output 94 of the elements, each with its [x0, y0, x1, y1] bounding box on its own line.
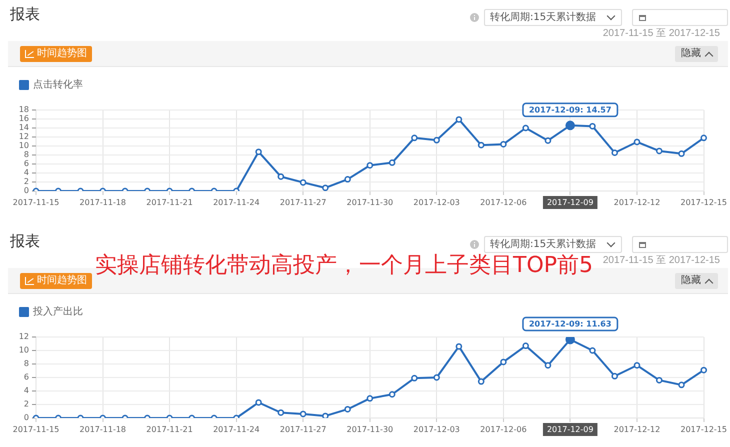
point	[322, 412, 329, 418]
x-tick-label: 2017-12-03	[413, 424, 460, 434]
point	[589, 122, 596, 130]
y-tick-label: 4	[24, 386, 29, 396]
x-tick-label: 2017-11-24	[213, 424, 260, 434]
point	[656, 148, 662, 154]
button: 隐藏	[675, 46, 718, 62]
x-tick-label: 2017-11-27	[280, 198, 326, 207]
x-tick-label: 2017-12-06	[480, 424, 527, 434]
point	[433, 374, 440, 381]
point	[544, 362, 552, 369]
legend-label: 投入产出比	[32, 306, 83, 318]
y-tick-label: 10	[18, 346, 29, 355]
chart-title: 报表	[10, 5, 40, 24]
y-tick-label: 12	[18, 332, 29, 342]
y-tick-label: 2	[24, 177, 29, 186]
y-tick-label: 16	[18, 114, 29, 124]
point	[522, 342, 529, 350]
point	[278, 409, 284, 416]
point	[522, 124, 529, 132]
x-tick-label: 2017-11-27	[280, 424, 326, 434]
button: 隐藏	[675, 273, 718, 289]
point	[433, 136, 440, 144]
point	[300, 410, 306, 418]
point	[478, 142, 484, 148]
annotation: 2017-12-09: 11.63	[528, 320, 612, 329]
chart-title: 报表	[10, 232, 40, 251]
y-tick-label: 6	[24, 159, 29, 168]
x-tick-label: 2017-12-12	[614, 424, 660, 434]
point	[611, 372, 618, 380]
point	[411, 374, 418, 382]
x-tick-label: 2017-11-18	[80, 198, 126, 207]
y-tick-label: 18	[18, 105, 29, 114]
y-tick-label: 6	[24, 372, 29, 382]
x-tick-label: 2017-11-15	[12, 424, 60, 434]
x-tick-label: 2017-11-21	[146, 424, 193, 434]
y-tick-label: 2	[24, 400, 29, 409]
point	[255, 148, 262, 156]
x-tick-label: 2017-12-12	[614, 198, 660, 207]
x-tick-label: 2017-11-24	[213, 198, 260, 207]
point	[678, 150, 685, 157]
y-tick-label: 0	[24, 186, 29, 196]
point	[500, 140, 507, 148]
annotation: 2017-12-09: 14.57	[528, 106, 612, 115]
x-tick-label: 2017-12-15	[680, 198, 728, 207]
x-tick-label: 2017-12-06	[480, 198, 527, 207]
button: 时间趋势图	[20, 46, 92, 62]
point	[456, 116, 462, 123]
y-tick-label: 0	[24, 413, 29, 422]
point	[544, 137, 552, 144]
y-tick-label: 12	[18, 132, 29, 142]
point	[634, 362, 640, 369]
x-tick-label: 2017-11-21	[146, 198, 193, 207]
point	[700, 366, 708, 374]
point	[300, 179, 306, 186]
legend-label: 点击转化率	[33, 78, 83, 91]
chart-subtitle: 2017-11-15 至 2017-12-15	[602, 28, 720, 39]
dropdown: 转化周期:15天累计数据	[484, 236, 622, 253]
point	[344, 406, 351, 412]
x-tick-label: 2017-12-09	[546, 424, 594, 434]
point	[388, 391, 396, 398]
x-tick-label: 2017-12-15	[680, 424, 728, 434]
point	[366, 162, 374, 169]
y-tick-label: 8	[24, 150, 29, 160]
text: 实操店铺转化带动高投产，一个月上子类目TOP前5	[95, 253, 594, 279]
button: 时间趋势图	[20, 273, 92, 289]
point	[411, 134, 418, 142]
x-tick-label: 2017-11-30	[346, 198, 394, 207]
point	[456, 343, 462, 350]
point	[678, 382, 685, 388]
x-tick-label: 2017-11-30	[346, 424, 394, 434]
x-tick-label: 2017-11-15	[12, 198, 60, 207]
point	[344, 176, 351, 183]
x-tick-label: 2017-12-09	[546, 198, 594, 207]
point	[656, 376, 662, 384]
point	[611, 150, 618, 156]
x-tick-label: 2017-12-03	[413, 198, 460, 207]
point	[388, 159, 396, 166]
point	[278, 173, 284, 180]
y-tick-label: 8	[24, 359, 29, 368]
x-tick-label: 2017-11-18	[80, 424, 126, 434]
point	[634, 138, 640, 146]
dropdown: 转化周期:15天累计数据	[484, 9, 622, 26]
point	[478, 378, 484, 385]
point	[589, 347, 596, 354]
chart-subtitle: 2017-11-15 至 2017-12-15	[602, 255, 720, 266]
point	[500, 358, 507, 366]
point	[366, 395, 374, 402]
y-tick-label: 4	[24, 168, 29, 178]
point	[255, 399, 262, 406]
y-tick-label: 10	[18, 141, 29, 150]
point	[322, 184, 329, 191]
y-tick-label: 14	[18, 123, 29, 132]
point	[700, 134, 708, 142]
